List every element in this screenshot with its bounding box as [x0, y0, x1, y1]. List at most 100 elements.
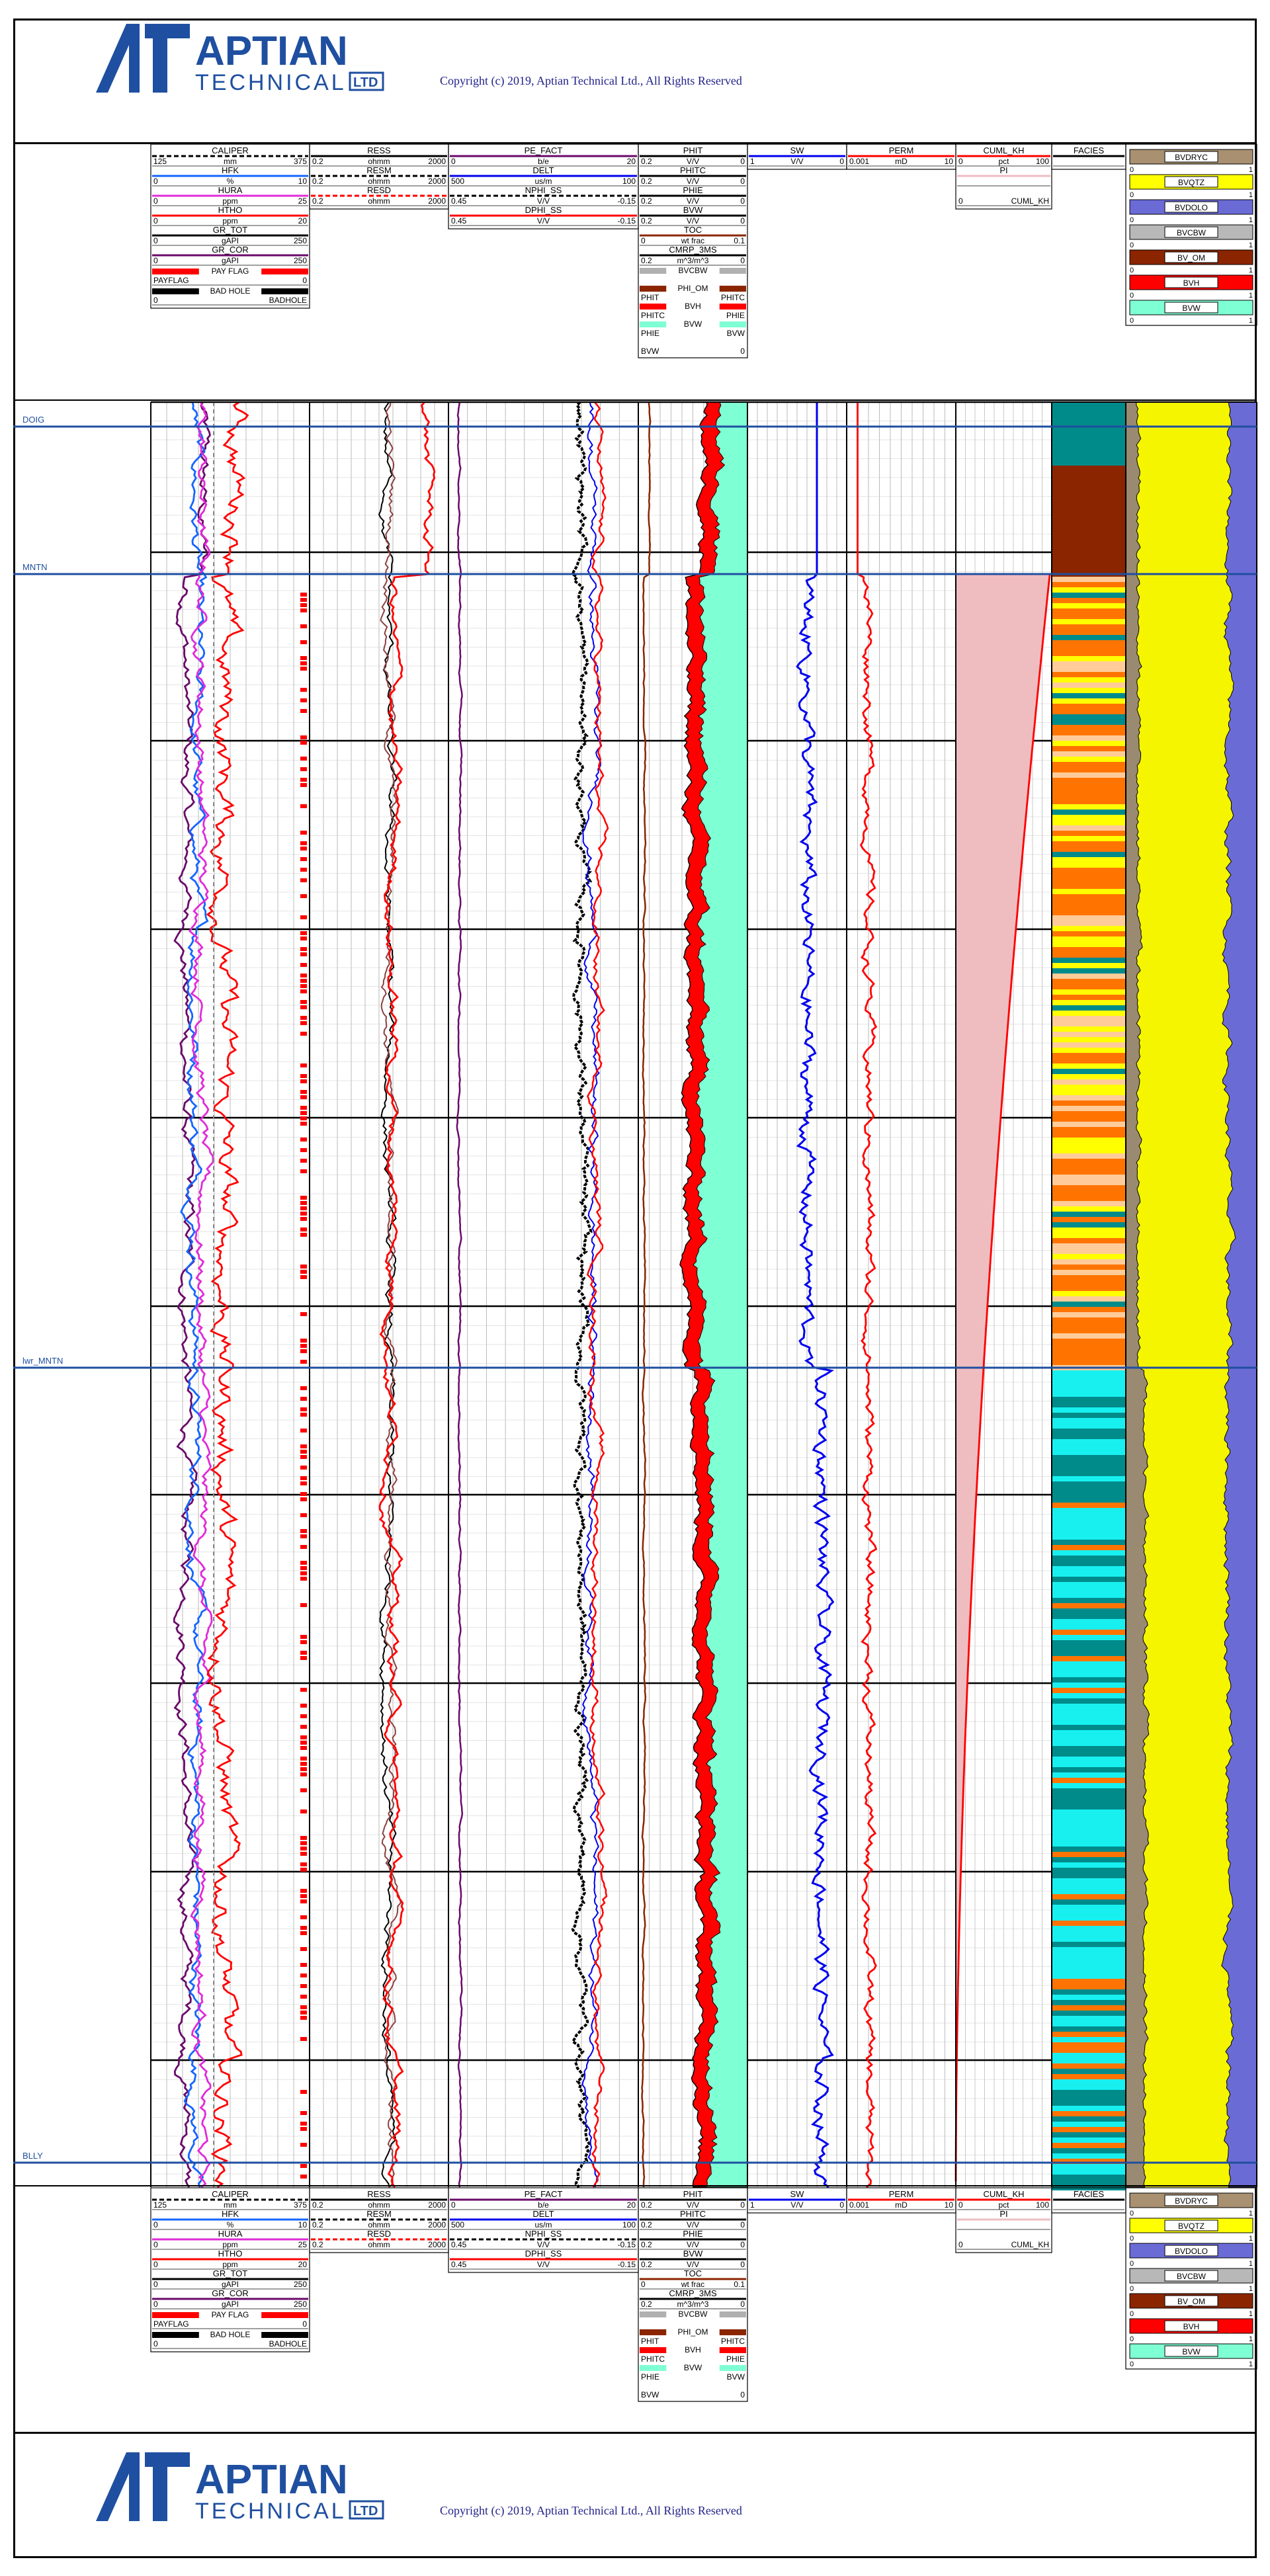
legend-label-box	[1164, 2345, 1218, 2357]
pay-flag-mark	[300, 1640, 307, 1644]
legend-name: BV_OM	[1177, 253, 1205, 263]
curve-cuml-kh	[954, 573, 1051, 2181]
facies-band	[1052, 1339, 1126, 1344]
legend-max: 1	[1249, 191, 1253, 199]
facies-band	[1052, 577, 1126, 582]
pay-flag-mark	[300, 1889, 307, 1893]
header-name: PERM	[889, 145, 914, 155]
facies-band	[1052, 1550, 1126, 1556]
fill-left: PHITC	[641, 311, 665, 320]
flag-right: 0	[302, 2319, 307, 2329]
facies-band	[1052, 936, 1126, 942]
fill-left: PHIE	[641, 329, 659, 338]
legend-name: BVH	[1183, 2322, 1200, 2331]
facies-band	[1052, 603, 1126, 608]
header-name: HFK	[222, 165, 239, 175]
facies-band	[1052, 1079, 1126, 1085]
header-min: 0.2	[312, 2200, 323, 2210]
header-min: 125	[153, 2200, 167, 2210]
facies-band	[1052, 836, 1126, 841]
pay-flag-mark	[300, 1704, 307, 1708]
header-max: 0	[740, 2240, 745, 2249]
flag-swatch	[261, 288, 308, 294]
header-max: 2000	[428, 177, 446, 186]
fill-right: PHIE	[726, 311, 745, 320]
facies-band	[1052, 1910, 1126, 1915]
header-min: 0	[153, 2300, 158, 2309]
header-box	[955, 2187, 1052, 2253]
legend-max: 1	[1249, 2210, 1253, 2218]
header-unit: us/m	[534, 2220, 552, 2229]
legend-name: BVDRYC	[1175, 2196, 1208, 2206]
facies-band	[1052, 905, 1126, 910]
header-name: HTHO	[218, 2249, 243, 2259]
facies-band	[1052, 889, 1126, 894]
pay-flag-mark	[300, 1005, 307, 1009]
facies-band	[1052, 1582, 1126, 1587]
facies-band	[1052, 1455, 1126, 1460]
pay-flag-mark	[300, 688, 307, 692]
pay-flag-mark	[300, 1312, 307, 1316]
header-max: -0.15	[618, 2260, 636, 2269]
facies-band	[1052, 1757, 1126, 1762]
curve-gr-cor	[173, 401, 212, 2188]
header-max: 20	[298, 2260, 308, 2269]
pay-flag-mark	[300, 1577, 307, 1581]
header-unit: wt frac	[681, 2280, 704, 2289]
pay-flag-mark	[300, 1899, 307, 1903]
pay-flag-mark	[300, 1545, 307, 1549]
legend-max: 1	[1249, 2235, 1253, 2243]
facies-band	[1052, 1423, 1126, 1429]
header-min: 0	[958, 2200, 963, 2210]
header-max: 250	[294, 2300, 307, 2309]
logo-suffix: LTD	[353, 2504, 378, 2518]
facies-band	[1052, 1275, 1126, 1280]
facies-band	[1052, 1021, 1126, 1026]
facies-band	[1052, 1831, 1126, 1836]
facies-band	[1052, 1280, 1126, 1286]
facies-band	[1052, 1524, 1126, 1529]
pay-flag-mark	[300, 878, 307, 882]
pay-flag-mark	[300, 804, 307, 808]
facies-band	[1052, 2132, 1126, 2138]
header-name: NPHI_SS	[525, 185, 562, 195]
pay-flag-mark	[300, 1016, 307, 1020]
track-header-t2: RESS 0.2 ohmm 2000 RESM 0.2 ohmm 2000 RESD 0.2 ohm…	[309, 2187, 449, 2253]
facies-column	[1052, 402, 1126, 2190]
facies-band	[1052, 508, 1126, 513]
facies-band	[1052, 1667, 1126, 1672]
legend-label-box	[1164, 302, 1218, 313]
facies-band	[1052, 825, 1126, 831]
facies-band	[1052, 1291, 1126, 1296]
fill-swatch	[640, 268, 667, 274]
track-header-t5: SW 1 V/V 0	[747, 144, 847, 170]
facies-band	[1052, 1868, 1126, 1873]
header-name: FACIES	[1074, 145, 1105, 155]
pay-flag-mark	[300, 2127, 307, 2131]
header-name: PHIE	[683, 2229, 703, 2239]
pay-flag-mark	[300, 1095, 307, 1099]
header-name: DPHI_SS	[525, 2249, 562, 2259]
facies-band	[1052, 2127, 1126, 2132]
facies-band	[1052, 598, 1126, 603]
facies-band	[1052, 1450, 1126, 1455]
header-min: 0	[451, 157, 456, 166]
header-max: 0	[740, 196, 745, 206]
curve-delt	[581, 401, 603, 2188]
pay-flag-mark	[300, 1984, 307, 1988]
fill-left: PHIT	[641, 293, 659, 302]
pay-flag-mark	[300, 947, 307, 951]
header-min: 0	[641, 236, 646, 245]
facies-band	[1052, 720, 1126, 725]
facies-band	[1052, 1841, 1126, 1847]
header-min: 0.2	[641, 196, 652, 206]
header-max: 2000	[428, 157, 446, 166]
legend-name: BVW	[1182, 2347, 1201, 2356]
pay-flag-mark	[300, 841, 307, 845]
pay-flag-mark	[300, 1201, 307, 1205]
track-header-t9: BVDRYC 0 1 BVQTZ 0 1 BVDOLO 0 1 BVCBW 0 1 BV_OM 0 1 BVH…	[1125, 144, 1257, 326]
legend-max: 1	[1249, 317, 1253, 325]
facies-band	[1052, 413, 1126, 418]
facies-band	[1052, 2037, 1126, 2042]
flag-name: BAD HOLE	[210, 286, 251, 296]
